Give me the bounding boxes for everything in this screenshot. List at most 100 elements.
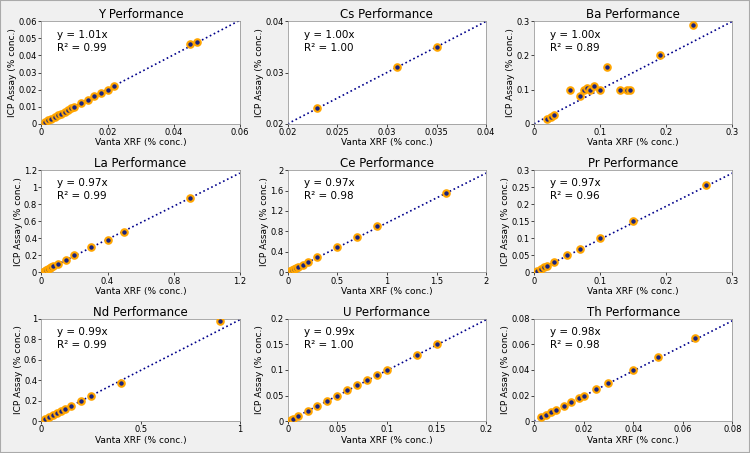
Point: [430, 341, 442, 348]
Point: [47, 263, 59, 270]
Title: U Performance: U Performance: [344, 306, 430, 319]
Point: [430, 43, 442, 51]
Point: [45, 264, 57, 271]
Point: [332, 243, 344, 251]
Point: [574, 93, 586, 100]
Point: [311, 105, 323, 112]
Text: y = 1.01x
R² = 0.99: y = 1.01x R² = 0.99: [57, 29, 108, 53]
Point: [52, 111, 64, 119]
Point: [548, 259, 560, 266]
Point: [654, 52, 666, 59]
Point: [371, 371, 383, 379]
Point: [590, 386, 602, 393]
Title: Y Performance: Y Performance: [98, 8, 184, 21]
Y-axis label: ICP Assay (% conc.): ICP Assay (% conc.): [13, 177, 22, 265]
Point: [75, 100, 87, 107]
Y-axis label: ICP Assay (% conc.): ICP Assay (% conc.): [8, 28, 17, 117]
Point: [584, 86, 596, 93]
Point: [85, 243, 97, 251]
Point: [687, 21, 699, 29]
Point: [578, 86, 590, 93]
Point: [627, 217, 639, 225]
X-axis label: Vanta XRF (% conc.): Vanta XRF (% conc.): [341, 287, 433, 296]
Point: [101, 86, 113, 93]
X-axis label: Vanta XRF (% conc.): Vanta XRF (% conc.): [587, 436, 679, 445]
Point: [47, 411, 59, 419]
Point: [700, 182, 712, 189]
Point: [652, 353, 664, 361]
Point: [101, 236, 113, 244]
Point: [311, 253, 323, 260]
Point: [288, 266, 300, 273]
Y-axis label: ICP Assay (% conc.): ICP Assay (% conc.): [260, 177, 269, 265]
Point: [296, 261, 308, 268]
Y-axis label: ICP Assay (% conc.): ICP Assay (% conc.): [501, 325, 510, 414]
Title: Nd Performance: Nd Performance: [93, 306, 188, 319]
Point: [60, 256, 72, 263]
Point: [550, 406, 562, 413]
Title: La Performance: La Performance: [94, 157, 187, 170]
Point: [82, 96, 94, 103]
Point: [49, 113, 61, 120]
Point: [62, 106, 74, 114]
Title: Pr Performance: Pr Performance: [588, 157, 678, 170]
Point: [292, 412, 304, 419]
Point: [548, 111, 560, 119]
Y-axis label: ICP Assay (% conc.): ICP Assay (% conc.): [506, 28, 515, 117]
Point: [440, 189, 452, 197]
Point: [39, 267, 51, 275]
Point: [115, 380, 127, 387]
Point: [292, 264, 304, 271]
Point: [542, 115, 554, 122]
X-axis label: Vanta XRF (% conc.): Vanta XRF (% conc.): [94, 436, 187, 445]
Point: [88, 93, 101, 100]
X-axis label: Vanta XRF (% conc.): Vanta XRF (% conc.): [587, 138, 679, 147]
Point: [286, 267, 298, 274]
Point: [332, 392, 344, 399]
Point: [564, 86, 576, 93]
Point: [411, 351, 423, 358]
Point: [85, 392, 97, 399]
Point: [56, 407, 68, 414]
Point: [538, 264, 550, 271]
Point: [341, 387, 353, 394]
Point: [59, 405, 71, 412]
Y-axis label: ICP Assay (% conc.): ICP Assay (% conc.): [13, 325, 22, 414]
Point: [42, 265, 54, 273]
Point: [594, 235, 606, 242]
Point: [302, 407, 313, 414]
Point: [95, 89, 107, 96]
Title: Ba Performance: Ba Performance: [586, 8, 680, 21]
Point: [689, 334, 701, 342]
Point: [58, 108, 70, 116]
Point: [284, 268, 296, 275]
Point: [573, 395, 585, 402]
Point: [391, 64, 403, 71]
Point: [578, 392, 590, 399]
Point: [371, 223, 383, 230]
Point: [542, 262, 554, 269]
Point: [39, 118, 51, 125]
Point: [108, 82, 120, 90]
Point: [544, 113, 556, 120]
Title: Th Performance: Th Performance: [586, 306, 680, 319]
X-axis label: Vanta XRF (% conc.): Vanta XRF (% conc.): [94, 138, 187, 147]
Point: [75, 397, 87, 404]
Point: [44, 414, 55, 421]
Title: Ce Performance: Ce Performance: [340, 157, 434, 170]
Text: y = 0.97x
R² = 0.98: y = 0.97x R² = 0.98: [304, 178, 354, 202]
Point: [535, 265, 547, 273]
Point: [574, 245, 586, 252]
Point: [51, 410, 63, 417]
Point: [68, 252, 80, 259]
Point: [44, 265, 55, 272]
Point: [311, 402, 323, 410]
Point: [68, 103, 80, 110]
Point: [184, 40, 196, 47]
Point: [545, 409, 557, 416]
Y-axis label: ICP Assay (% conc.): ICP Assay (% conc.): [255, 28, 264, 117]
Y-axis label: ICP Assay (% conc.): ICP Assay (% conc.): [501, 177, 510, 265]
Point: [624, 86, 636, 93]
Point: [536, 414, 548, 421]
Point: [52, 260, 64, 268]
